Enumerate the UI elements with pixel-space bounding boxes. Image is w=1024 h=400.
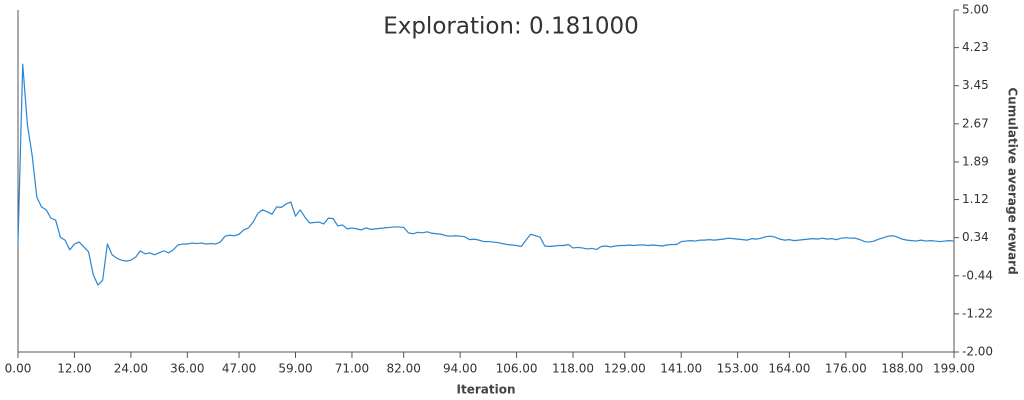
y-tick-label: -2.00 [962,345,993,359]
x-tick-label: 71.00 [335,362,369,376]
y-tick-label: 5.00 [962,3,989,17]
y-tick-label: -1.22 [962,306,993,320]
x-tick-label: 118.00 [552,362,594,376]
y-tick-label: 0.34 [962,230,989,244]
x-tick-label: 129.00 [604,362,646,376]
x-axis-title: Iteration [457,383,516,397]
x-tick-label: 36.00 [170,362,204,376]
x-tick-label: 94.00 [443,362,477,376]
y-axis-title: Cumulative average reward [1006,87,1020,274]
chart-title: Exploration: 0.181000 [383,14,639,40]
y-tick-label: 4.23 [962,40,989,54]
x-tick-label: 59.00 [278,362,312,376]
data-line [17,63,955,286]
y-tick-label: 2.67 [962,116,989,130]
y-tick-label: 1.12 [962,192,989,206]
x-tick-label: 12.00 [57,362,91,376]
x-tick-label: 0.00 [5,362,32,376]
x-tick-label: 47.00 [222,362,256,376]
x-tick-label: 164.00 [768,362,810,376]
y-tick-label: 1.89 [962,154,989,168]
y-tick-label: -0.44 [962,268,993,282]
x-tick-label: 141.00 [660,362,702,376]
y-tick-label: 3.45 [962,78,989,92]
x-tick-label: 106.00 [496,362,538,376]
x-tick-label: 82.00 [387,362,421,376]
x-tick-label: 199.00 [933,362,975,376]
x-tick-label: 176.00 [825,362,867,376]
x-tick-label: 153.00 [717,362,759,376]
x-tick-label: 24.00 [114,362,148,376]
x-tick-label: 188.00 [881,362,923,376]
